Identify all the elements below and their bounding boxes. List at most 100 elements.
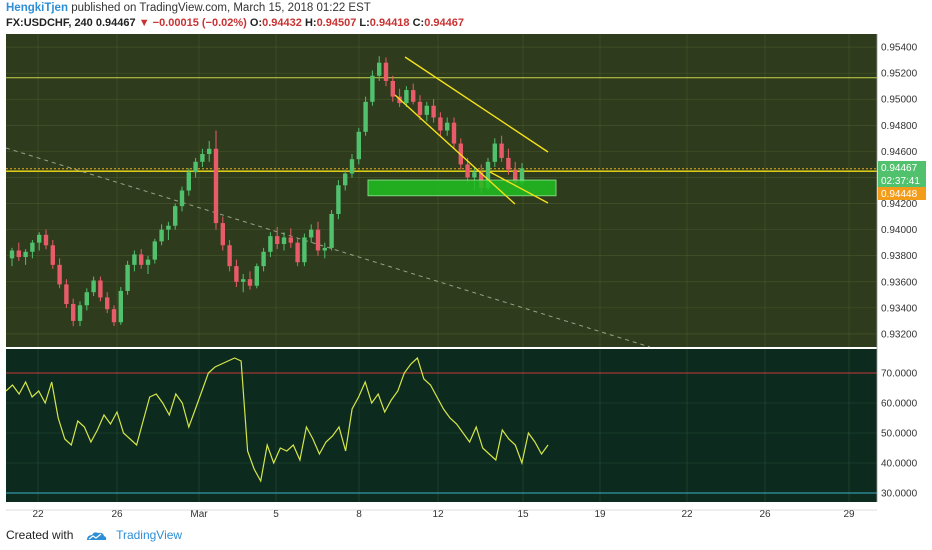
bullish-candle [322,247,327,251]
bearish-candle [64,284,69,304]
bullish-candle [424,105,429,115]
bullish-candle [404,90,409,104]
open-label: O: [249,17,263,29]
created-with-text: Created with [6,528,74,542]
open-value: 0.94432 [262,17,302,29]
rsi-indicator [5,356,877,494]
price-axis[interactable]: 0.95400 0.95200 0.95000 0.94800 0.94600 0.944… [876,34,918,502]
bullish-candle [37,234,42,243]
symbol-info: FX:USDCHF, 240 0.94467 ▼ −0.00015 (−0.02… [6,17,464,29]
channel-upper-line [404,56,549,153]
time-tick-label: Mar [190,509,208,520]
bearish-candle [451,122,457,144]
bullish-candle [186,172,191,191]
bearish-candle [71,303,76,321]
bearish-candle [50,245,55,265]
price-tick-label: 0.93800 [881,251,918,262]
bullish-candle [472,172,477,178]
bearish-candle [139,254,144,265]
bullish-candle [309,229,314,238]
bullish-candle [132,254,137,265]
bullish-candle [200,153,205,162]
bearish-candle [438,117,443,131]
bearish-candle [295,242,300,263]
author-link[interactable]: HengkiTjen [6,2,68,14]
time-tick-label: 22 [32,509,44,520]
rsi-tick-label: 50.0000 [881,429,918,440]
time-tick-label: 29 [843,509,855,520]
level-badge-text: 0.94448 [881,189,918,200]
bearish-candle [220,223,225,246]
bearish-candle [383,62,389,81]
time-tick-label: 15 [517,509,529,520]
low-label: L: [359,17,370,29]
bullish-candle [84,292,89,306]
bullish-candle [281,237,287,244]
time-tick-label: 12 [432,509,444,520]
price-tick-label: 0.93200 [881,329,918,340]
bearish-candle [431,105,436,118]
rsi-tick-label: 70.0000 [881,369,918,380]
bearish-candle [105,297,110,310]
high-value: 0.94507 [316,17,357,29]
bearish-candle [234,266,239,282]
time-tick-label: 26 [111,509,123,520]
price-change: −0.00015 (−0.02%) [152,17,247,29]
bullish-candle [23,251,28,258]
breakout-line [489,171,549,204]
bullish-candle [30,242,35,252]
bullish-candle [349,159,355,174]
bullish-candle [268,236,273,252]
bullish-candle [336,185,341,214]
bearish-candle [465,164,470,178]
rsi-line [5,356,549,483]
bearish-candle [57,264,62,285]
countdown-badge-text: 02:37:41 [881,176,920,187]
horizontal-levels [5,77,877,348]
price-badges: 0.94467 02:37:41 0.94448 [878,161,926,200]
level-badge [878,187,926,200]
bearish-candle [16,250,21,258]
brand-link[interactable]: TradingView [116,528,183,542]
rsi-axis[interactable]: 70.0000 60.0000 50.0000 40.0000 30.0000 [881,369,918,500]
time-tick-label: 5 [273,509,279,520]
bullish-candle [445,122,450,131]
price-tick-label: 0.95000 [881,95,918,106]
bearish-candle [390,80,395,97]
bullish-candle [241,279,246,282]
price-tick-label: 0.94600 [881,147,918,158]
rsi-pane[interactable] [6,349,877,502]
bearish-candle [315,229,321,251]
bullish-candle [492,143,497,162]
bullish-candle [9,250,15,259]
bullish-candle [125,264,130,291]
bullish-candle [519,168,525,183]
bearish-candle [111,309,117,323]
bullish-candle [207,148,212,154]
rsi-tick-label: 60.0000 [881,399,918,410]
bearish-candle [288,237,293,243]
time-tick-label: 8 [356,509,362,520]
tradingview-cloud-icon [86,532,106,540]
support-zone [367,179,557,197]
bullish-candle [173,206,178,226]
time-tick-label: 22 [681,509,693,520]
price-tick-label: 0.94800 [881,121,918,132]
bearish-candle [275,236,280,244]
bullish-candle [302,237,307,263]
bearish-candle [417,101,423,115]
down-arrow-icon: ▼ [138,17,150,29]
chart-header: HengkiTjen published on TradingView.com,… [6,2,926,30]
rsi-tick-label: 40.0000 [881,459,918,470]
price-tick-label: 0.93400 [881,303,918,314]
bullish-candle [254,266,259,286]
bearish-candle [247,279,253,286]
last-price-badge [878,161,926,174]
bullish-candle [145,259,151,265]
time-axis[interactable]: 22 26 Mar 5 8 12 15 19 22 26 29 [6,509,877,520]
price-tick-label: 0.94200 [881,199,918,210]
chart-canvas[interactable]: 0.95400 0.95200 0.95000 0.94800 0.94600 0.944… [0,0,932,526]
bullish-candle [193,161,198,173]
time-tick-label: 26 [759,509,771,520]
countdown-badge [878,174,926,187]
